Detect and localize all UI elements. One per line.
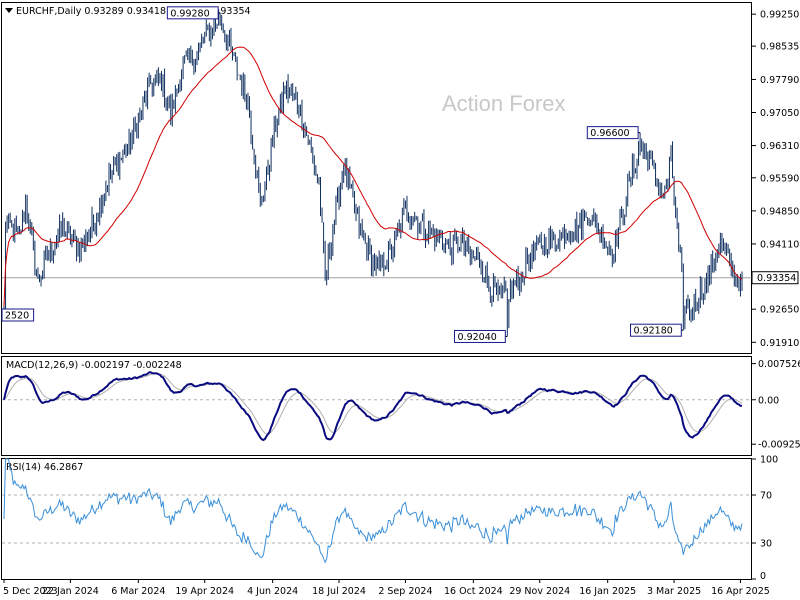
time-tick-label: 22 Jan 2024	[42, 586, 99, 597]
price-axis: 0.99250 0.98535 0.97790 0.97050 0.96310 0.955…	[752, 10, 799, 349]
time-tick-label: 18 Jul 2024	[312, 586, 366, 597]
price-tick-label: 0.98535	[760, 42, 799, 53]
time-tick-label: 19 Apr 2024	[175, 586, 234, 597]
rsi-header: RSI(14) 46.2867	[6, 462, 83, 473]
rsi-tick-label: 70	[760, 491, 772, 502]
rsi-tick-label: 100	[760, 455, 778, 466]
macd-header: MACD(12,26,9) -0.002197 -0.002248	[6, 360, 182, 371]
rsi-line	[3, 458, 743, 564]
price-annotations: 2520 0.99280 0.92040 0.96600 0.92180	[1, 6, 684, 343]
time-tick-label: 3 Mar 2025	[647, 586, 701, 597]
price-tick-label: 0.92650	[760, 305, 799, 316]
time-tick-label: 2 Sep 2024	[378, 586, 432, 597]
time-tick-label: 5 Dec 2023	[3, 586, 58, 597]
annotation-label: 2520	[5, 311, 29, 322]
rsi-tick-label: 30	[760, 539, 772, 550]
time-tick-label: 29 Nov 2024	[509, 586, 570, 597]
annotation-box	[166, 6, 219, 20]
annotation-label: 0.99280	[170, 8, 209, 19]
price-bars	[3, 9, 743, 337]
price-tick-label: 0.96310	[760, 141, 799, 152]
rsi-axis: 100 70 30 0	[2, 455, 778, 582]
annotation-box	[454, 329, 506, 343]
price-tick-label: 0.91910	[760, 338, 799, 349]
svg-text:0.93354: 0.93354	[757, 273, 796, 284]
rsi-pane	[1, 458, 752, 580]
macd-tick-label: 0.00	[758, 395, 779, 406]
annotation-label: 0.96600	[590, 128, 629, 139]
macd-pane	[1, 356, 752, 456]
annotation-label: 0.92040	[458, 332, 497, 343]
time-tick-label: 16 Jan 2025	[579, 586, 636, 597]
macd-tick-label: -0.009252	[758, 440, 800, 451]
collapse-arrow-icon[interactable]	[5, 8, 13, 13]
annotation-box	[1, 308, 35, 322]
watermark: Action Forex	[442, 91, 566, 116]
macd-axis: 0.007526 0.00 -0.009252	[2, 359, 800, 451]
price-pane	[1, 2, 752, 354]
time-tick-label: 16 Oct 2024	[444, 586, 503, 597]
price-tick-label: 0.97050	[760, 108, 799, 119]
moving-average-line	[3, 46, 743, 307]
current-price-tag: 0.93354	[751, 271, 799, 285]
annotation-box	[630, 323, 682, 337]
macd-tick-label: 0.007526	[758, 359, 800, 370]
macd-line	[3, 371, 743, 442]
price-tick-label: 0.95590	[760, 173, 799, 184]
price-tick-label: 0.99250	[760, 10, 799, 21]
annotation-box	[586, 126, 639, 140]
time-tick-label: 6 Mar 2024	[111, 586, 165, 597]
time-tick-label: 4 Jun 2024	[247, 586, 298, 597]
time-tick-label: 16 Apr 2025	[711, 586, 770, 597]
price-tick-label: 0.94850	[760, 206, 799, 217]
price-tick-label: 0.97790	[760, 75, 799, 86]
annotation-label: 0.92180	[634, 326, 673, 337]
price-tick-label: 0.94110	[760, 239, 799, 250]
price-header: EURCHF,Daily 0.93289 0.93418 0.93223 0.9…	[16, 6, 251, 17]
rsi-tick-label: 0	[760, 571, 766, 582]
